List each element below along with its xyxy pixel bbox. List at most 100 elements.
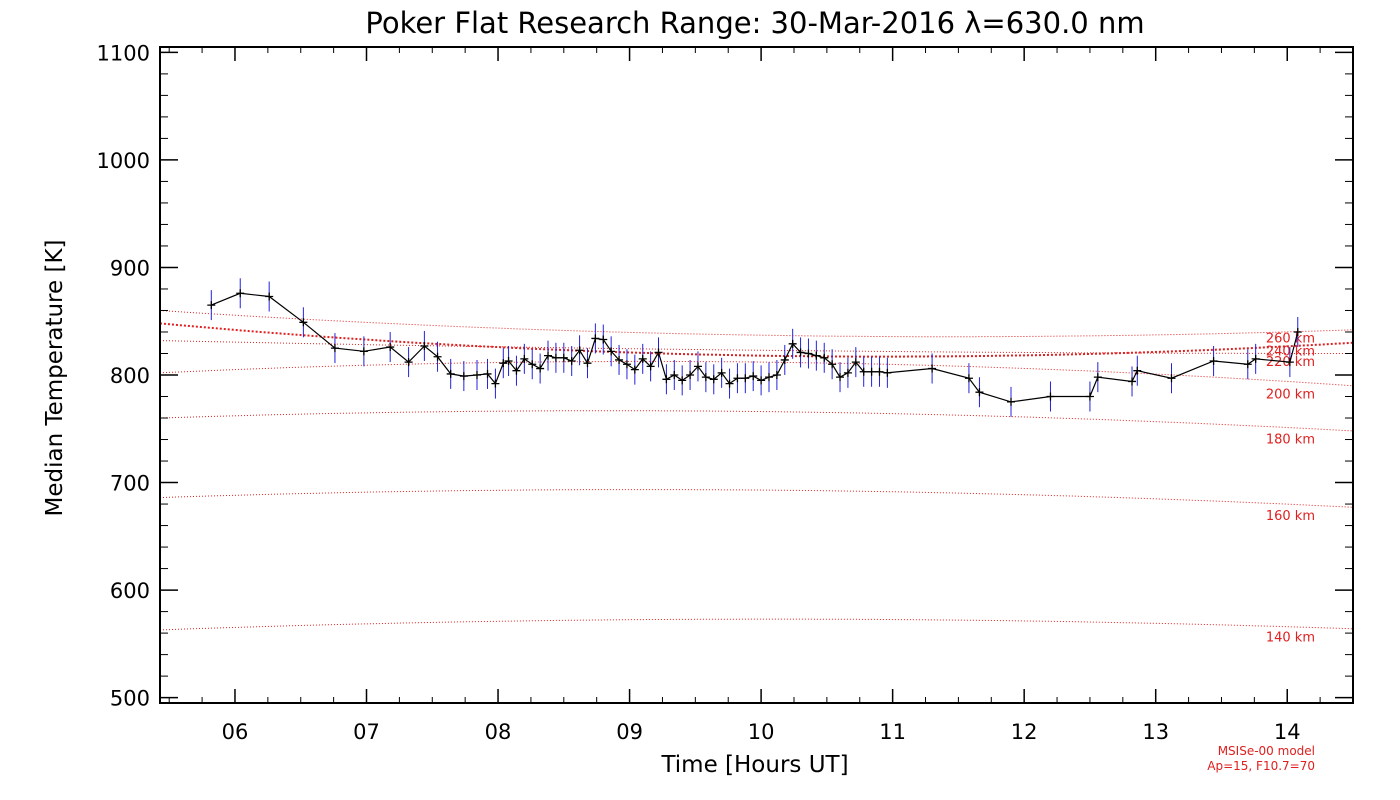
data-point [512, 366, 521, 375]
data-point [386, 343, 395, 352]
x-tick-label: 14 [1274, 720, 1301, 744]
chart-title: Poker Flat Research Range: 30-Mar-2016 λ… [365, 6, 1144, 40]
data-point [741, 374, 750, 383]
data-point [843, 368, 852, 377]
data-point [820, 353, 829, 362]
data-point [717, 368, 726, 377]
model-curve-260km [159, 310, 1354, 338]
data-point [1046, 392, 1055, 401]
data-point [1085, 392, 1094, 401]
data-point [359, 347, 368, 356]
data-point [709, 375, 718, 384]
data-point [975, 388, 984, 397]
model-curve-label: 240 km [1266, 344, 1315, 359]
data-point [1243, 360, 1252, 369]
data-point [499, 359, 508, 368]
data-point [693, 362, 702, 371]
data-point [504, 357, 513, 366]
data-point [483, 369, 492, 378]
y-tick-label: 500 [110, 687, 150, 711]
data-point [646, 362, 655, 371]
data-point [536, 364, 545, 373]
data-point [491, 379, 500, 388]
x-axis-title: Time [Hours UT] [660, 752, 848, 778]
temperature-series [207, 278, 1302, 417]
data-point [630, 365, 639, 374]
model-curve-160km [159, 489, 1354, 508]
y-tick-label: 1100 [97, 41, 150, 65]
model-curve-label: 140 km [1266, 630, 1315, 645]
data-point [575, 346, 584, 355]
x-tick-label: 06 [222, 720, 249, 744]
x-tick-label: 10 [748, 720, 775, 744]
data-point [851, 358, 860, 367]
data-point [622, 360, 631, 369]
data-point [265, 292, 274, 301]
x-tick-label: 12 [1011, 720, 1038, 744]
data-point [1209, 357, 1218, 366]
data-point [607, 347, 616, 356]
data-point [551, 353, 560, 362]
data-point [678, 376, 687, 385]
data-point [1285, 358, 1294, 367]
data-point [836, 373, 845, 382]
data-point [559, 353, 568, 362]
model-curve-label: 200 km [1266, 387, 1315, 402]
data-point [883, 368, 892, 377]
data-point [1293, 327, 1302, 336]
model-note-params: Ap=15, F10.7=70 [1207, 759, 1315, 773]
data-point [670, 371, 679, 379]
model-curve-label: 160 km [1266, 509, 1315, 524]
data-point [207, 301, 216, 310]
x-tick-label: 09 [616, 720, 643, 744]
data-point [236, 289, 245, 298]
data-point [757, 376, 766, 385]
data-point [599, 335, 608, 344]
y-tick-label: 1000 [97, 149, 150, 173]
data-point [686, 371, 695, 379]
data-point [404, 358, 413, 367]
data-point [964, 374, 973, 383]
model-curve-label: 180 km [1266, 433, 1315, 448]
data-point [828, 360, 837, 369]
data-point [812, 351, 821, 360]
model-curve-140km [159, 618, 1354, 631]
model-note-name: MSISe-00 model [1218, 744, 1315, 758]
data-point [1007, 397, 1016, 406]
data-point [567, 357, 576, 366]
data-point [804, 349, 813, 358]
temperature-line [211, 292, 1299, 403]
data-point [583, 359, 592, 368]
data-point [796, 348, 805, 357]
axis-ticks: 06 07 08 09 10 11 12 13 14 500 600 700 800 900 1000 110… [97, 41, 1354, 744]
data-point [1093, 373, 1102, 382]
data-point [1167, 374, 1176, 383]
data-point [780, 355, 789, 364]
data-point [875, 367, 884, 376]
data-point [433, 352, 442, 361]
y-tick-label: 600 [110, 579, 150, 603]
model-curve-label: 260 km [1266, 331, 1315, 346]
model-curve-240km [159, 322, 1354, 358]
data-point [654, 348, 663, 357]
data-point [472, 371, 481, 379]
data-point [544, 351, 553, 360]
data-point [420, 341, 429, 350]
data-point [591, 334, 600, 343]
data-point [1133, 366, 1142, 375]
model-curve-200km [159, 360, 1354, 387]
y-tick-label: 800 [110, 364, 150, 388]
data-point [725, 379, 734, 388]
x-tick-label: 08 [485, 720, 512, 744]
data-point [330, 344, 339, 353]
x-tick-label: 07 [353, 720, 380, 744]
data-point [520, 354, 529, 363]
data-point [772, 371, 781, 379]
data-point [615, 355, 624, 364]
data-point [638, 354, 647, 363]
data-point [459, 372, 468, 381]
data-point [662, 375, 671, 384]
model-curve-180km [159, 410, 1354, 432]
data-point [788, 339, 797, 348]
